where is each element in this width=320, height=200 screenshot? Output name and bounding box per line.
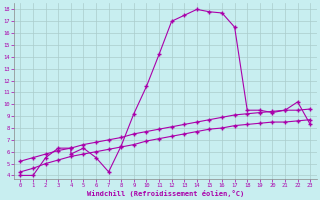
X-axis label: Windchill (Refroidissement éolien,°C): Windchill (Refroidissement éolien,°C) — [87, 190, 244, 197]
